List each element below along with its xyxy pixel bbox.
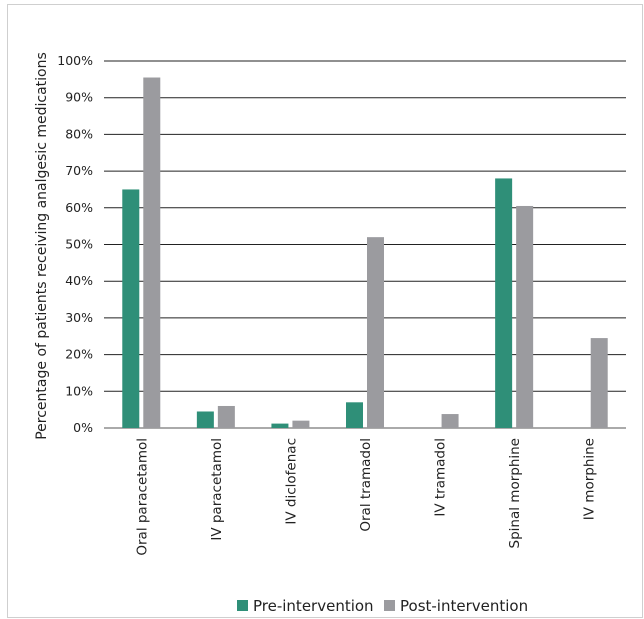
y-tick-label: 100% (57, 53, 93, 68)
y-tick-label: 0% (73, 420, 93, 435)
y-tick-label: 20% (65, 347, 93, 362)
x-category-label: Oral paracetamol (134, 438, 150, 556)
y-tick-label: 40% (65, 273, 93, 288)
bar-post (441, 414, 459, 428)
x-category-label: Spinal morphine (507, 438, 523, 548)
x-category-label: IV paracetamol (209, 438, 225, 541)
bar-post (143, 77, 161, 428)
x-category-labels: Oral paracetamol IV paracetamol IV diclofe… (134, 438, 597, 556)
bar-post (516, 205, 534, 428)
legend-swatch (237, 600, 248, 611)
bar-pre (122, 189, 140, 428)
bar-pre (495, 178, 513, 428)
legend-swatch (384, 600, 395, 611)
bar-post (217, 405, 235, 428)
legend-label: Post-intervention (400, 597, 528, 615)
y-tick-label: 80% (65, 126, 93, 141)
x-category-label: Oral tramadol (358, 438, 374, 532)
y-tick-labels: 0% 10% 20% 30% 40% 50% 60% 70% 80% 90% 100% (57, 53, 93, 435)
legend: Pre-intervention Post-intervention (237, 597, 528, 615)
bars (122, 77, 608, 428)
y-tick-label: 50% (65, 237, 93, 252)
y-tick-label: 60% (65, 200, 93, 215)
bar-post (292, 420, 310, 428)
y-tick-label: 30% (65, 310, 93, 325)
bar-post (367, 237, 384, 428)
x-category-label: IV diclofenac (283, 438, 299, 525)
bar-pre (196, 411, 214, 428)
y-axis-label: Percentage of patients receiving analges… (34, 52, 50, 440)
x-category-label: IV tramadol (433, 438, 449, 517)
bar-pre (346, 402, 363, 428)
gridlines (104, 60, 626, 429)
y-tick-label: 10% (65, 383, 93, 398)
bar-post (590, 338, 608, 428)
bar-pre (271, 423, 289, 428)
y-tick-label: 70% (65, 163, 93, 178)
legend-label: Pre-intervention (253, 597, 374, 615)
chart-frame (7, 4, 643, 618)
y-tick-label: 90% (65, 90, 93, 105)
x-category-label: IV morphine (582, 438, 598, 520)
